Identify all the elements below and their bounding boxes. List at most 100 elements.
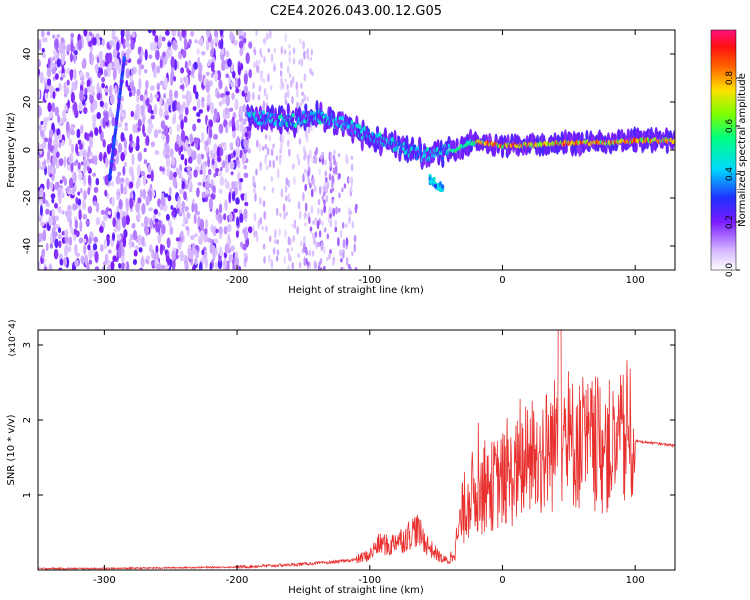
- spectrogram-cell: [274, 228, 277, 239]
- spectrogram-cell: [104, 175, 109, 186]
- spectrogram-cell: [303, 120, 307, 132]
- spectrogram-cell: [91, 36, 97, 46]
- spectrogram-cell: [288, 56, 292, 64]
- spectrogram-cell: [436, 139, 440, 149]
- spectrogram-cell: [210, 48, 214, 58]
- spectrogram-cell: [234, 257, 240, 269]
- spectrogram-cell: [167, 258, 171, 266]
- spectrogram-cell: [243, 208, 248, 219]
- snr-axes: -300 -200 -100 0 100 1 2 3: [22, 330, 675, 586]
- spectrogram-cell: [349, 210, 353, 215]
- spectrogram-cell: [305, 248, 309, 256]
- spectrogram-cell: [159, 57, 163, 69]
- spectrogram-cell: [194, 233, 198, 238]
- spectrogram-cell: [111, 38, 117, 49]
- spectrogram-cell: [54, 181, 58, 191]
- spectrogram-cell: [162, 148, 167, 158]
- spectrogram-cell: [69, 70, 73, 81]
- spectrogram-cell: [160, 264, 166, 270]
- spectrogram-cell: [310, 205, 314, 214]
- spectrogram-cell: [103, 239, 108, 251]
- spectrogram-cell: [324, 170, 328, 177]
- spectrogram-cell: [339, 229, 343, 238]
- spectrogram-cell: [195, 251, 200, 259]
- spectrogram-cell: [293, 219, 297, 230]
- spectrogram-cell: [213, 238, 219, 244]
- spectrogram-cell: [314, 231, 318, 238]
- spectrogram-cell: [301, 98, 305, 104]
- spectrogram-cell: [128, 237, 133, 249]
- spectrogram-cell: [77, 39, 83, 51]
- spectrogram-cell: [129, 181, 134, 189]
- spectrogram-cell: [280, 188, 284, 198]
- spectrogram-cell: [283, 255, 287, 265]
- spectrogram-cell: [117, 171, 122, 176]
- spectrogram-cell: [328, 173, 332, 181]
- spectrogram-cell: [302, 173, 305, 183]
- spectrogram-cell: [292, 47, 296, 55]
- spectrogram-cell: [172, 175, 177, 188]
- spectrogram-cell: [252, 175, 255, 184]
- spectrogram-cell: [41, 30, 45, 38]
- spectrogram-cell: [87, 174, 92, 186]
- spectrogram-cell: [270, 104, 274, 115]
- spectrogram-cell: [77, 198, 82, 206]
- spectrogram-cell: [219, 40, 224, 50]
- spectrogram-cell: [186, 212, 191, 220]
- spectrogram-cell: [80, 80, 85, 86]
- spectrogram-cell: [329, 219, 333, 228]
- spectrogram-cell: [227, 58, 232, 68]
- spectrogram-cell: [298, 137, 302, 145]
- spectrogram-cell: [83, 149, 87, 159]
- spectrogram-cell: [61, 210, 65, 215]
- spectrogram-cell: [672, 130, 675, 140]
- spectrogram-cell: [290, 246, 294, 252]
- spectrogram-cell: [135, 201, 140, 213]
- spectrogram-cell: [183, 115, 188, 123]
- spectrogram-cell: [263, 88, 267, 96]
- spectrogram-ytick-label: 20: [22, 96, 33, 109]
- spectrogram-cell: [88, 247, 93, 260]
- spectrogram-cell: [79, 89, 84, 102]
- spectrogram-ytick-label: -40: [22, 238, 33, 254]
- spectrogram-cell: [141, 202, 146, 215]
- spectrogram-cell: [173, 90, 179, 99]
- spectrogram-cell: [273, 48, 277, 53]
- spectrogram-cell: [87, 187, 91, 196]
- spectrogram-cell: [168, 89, 173, 101]
- spectrogram-cell: [196, 98, 201, 109]
- spectrogram-cell: [124, 126, 128, 132]
- spectrogram-cell: [227, 153, 231, 163]
- spectrogram-cell: [88, 40, 93, 48]
- spectrogram-cell: [124, 40, 130, 48]
- spectrogram-cell: [300, 82, 303, 89]
- spectrogram-cell: [213, 144, 217, 154]
- spectrogram-cell: [270, 148, 274, 157]
- spectrogram-cell: [118, 263, 122, 269]
- spectrogram-cell: [84, 132, 88, 140]
- spectrogram-cell: [218, 213, 223, 224]
- spectrogram-cell: [64, 104, 68, 111]
- spectrogram-cell: [242, 104, 247, 113]
- spectrogram-cell: [49, 242, 53, 249]
- spectrogram-cell: [262, 200, 266, 208]
- spectrogram-cell: [150, 141, 156, 148]
- snr-xtick-label: 0: [499, 575, 505, 586]
- spectrogram-cell: [42, 196, 46, 204]
- spectrogram-cell: [58, 158, 64, 167]
- spectrogram-cell: [139, 94, 144, 102]
- spectrogram-cell: [54, 73, 59, 80]
- spectrogram-cell: [111, 116, 115, 127]
- spectrogram-cell: [218, 246, 223, 257]
- spectrogram-cell: [87, 244, 91, 251]
- spectrogram-cell: [281, 134, 284, 144]
- spectrogram-cell: [291, 95, 294, 105]
- spectrogram-cell: [103, 214, 108, 222]
- spectrogram-cell: [104, 102, 108, 109]
- spectrogram-cell: [49, 181, 54, 191]
- spectrogram-cell: [284, 228, 287, 239]
- spectrogram-cell: [426, 147, 429, 152]
- spectrogram-cell: [246, 90, 251, 102]
- spectrogram-cell: [281, 120, 285, 125]
- spectrogram-cell: [264, 156, 267, 165]
